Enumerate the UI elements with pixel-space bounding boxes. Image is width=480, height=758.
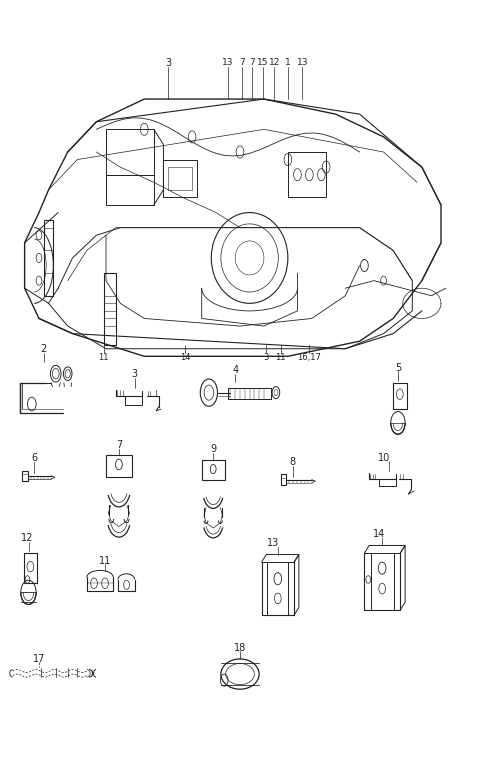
Text: 8: 8: [289, 457, 296, 467]
Bar: [168, 168, 192, 190]
Text: 3: 3: [264, 353, 269, 362]
Bar: [163, 160, 197, 197]
Text: 13: 13: [222, 58, 234, 67]
Text: 6: 6: [31, 453, 37, 463]
Text: 14: 14: [372, 529, 385, 539]
Text: 3: 3: [165, 58, 171, 67]
Text: 15: 15: [257, 58, 269, 67]
Text: 3: 3: [132, 369, 138, 380]
Text: 18: 18: [234, 643, 246, 653]
Text: 16,17: 16,17: [298, 353, 321, 362]
Text: 7: 7: [249, 58, 255, 67]
Text: 12: 12: [269, 58, 280, 67]
Bar: [44, 220, 53, 296]
Text: 13: 13: [267, 538, 280, 548]
Text: 14: 14: [180, 353, 190, 362]
Text: 17: 17: [33, 654, 45, 664]
Text: 13: 13: [297, 58, 308, 67]
Text: 4: 4: [232, 365, 238, 375]
Bar: [202, 460, 225, 480]
Bar: [106, 130, 154, 174]
Text: 10: 10: [377, 453, 390, 462]
Text: 5: 5: [395, 362, 401, 373]
Bar: [22, 471, 28, 481]
Text: 11: 11: [98, 353, 109, 362]
Text: 12: 12: [21, 533, 34, 543]
Bar: [106, 455, 132, 478]
Bar: [104, 273, 116, 345]
Text: 7: 7: [116, 440, 122, 449]
Text: 11: 11: [99, 556, 111, 565]
Bar: [106, 174, 154, 205]
Text: 2: 2: [41, 343, 47, 354]
Text: 7: 7: [240, 58, 245, 67]
Bar: [228, 388, 271, 399]
Text: 9: 9: [210, 444, 216, 454]
Bar: [288, 152, 326, 197]
Text: 1: 1: [285, 58, 291, 67]
Bar: [281, 475, 287, 485]
Text: 11: 11: [276, 353, 286, 362]
